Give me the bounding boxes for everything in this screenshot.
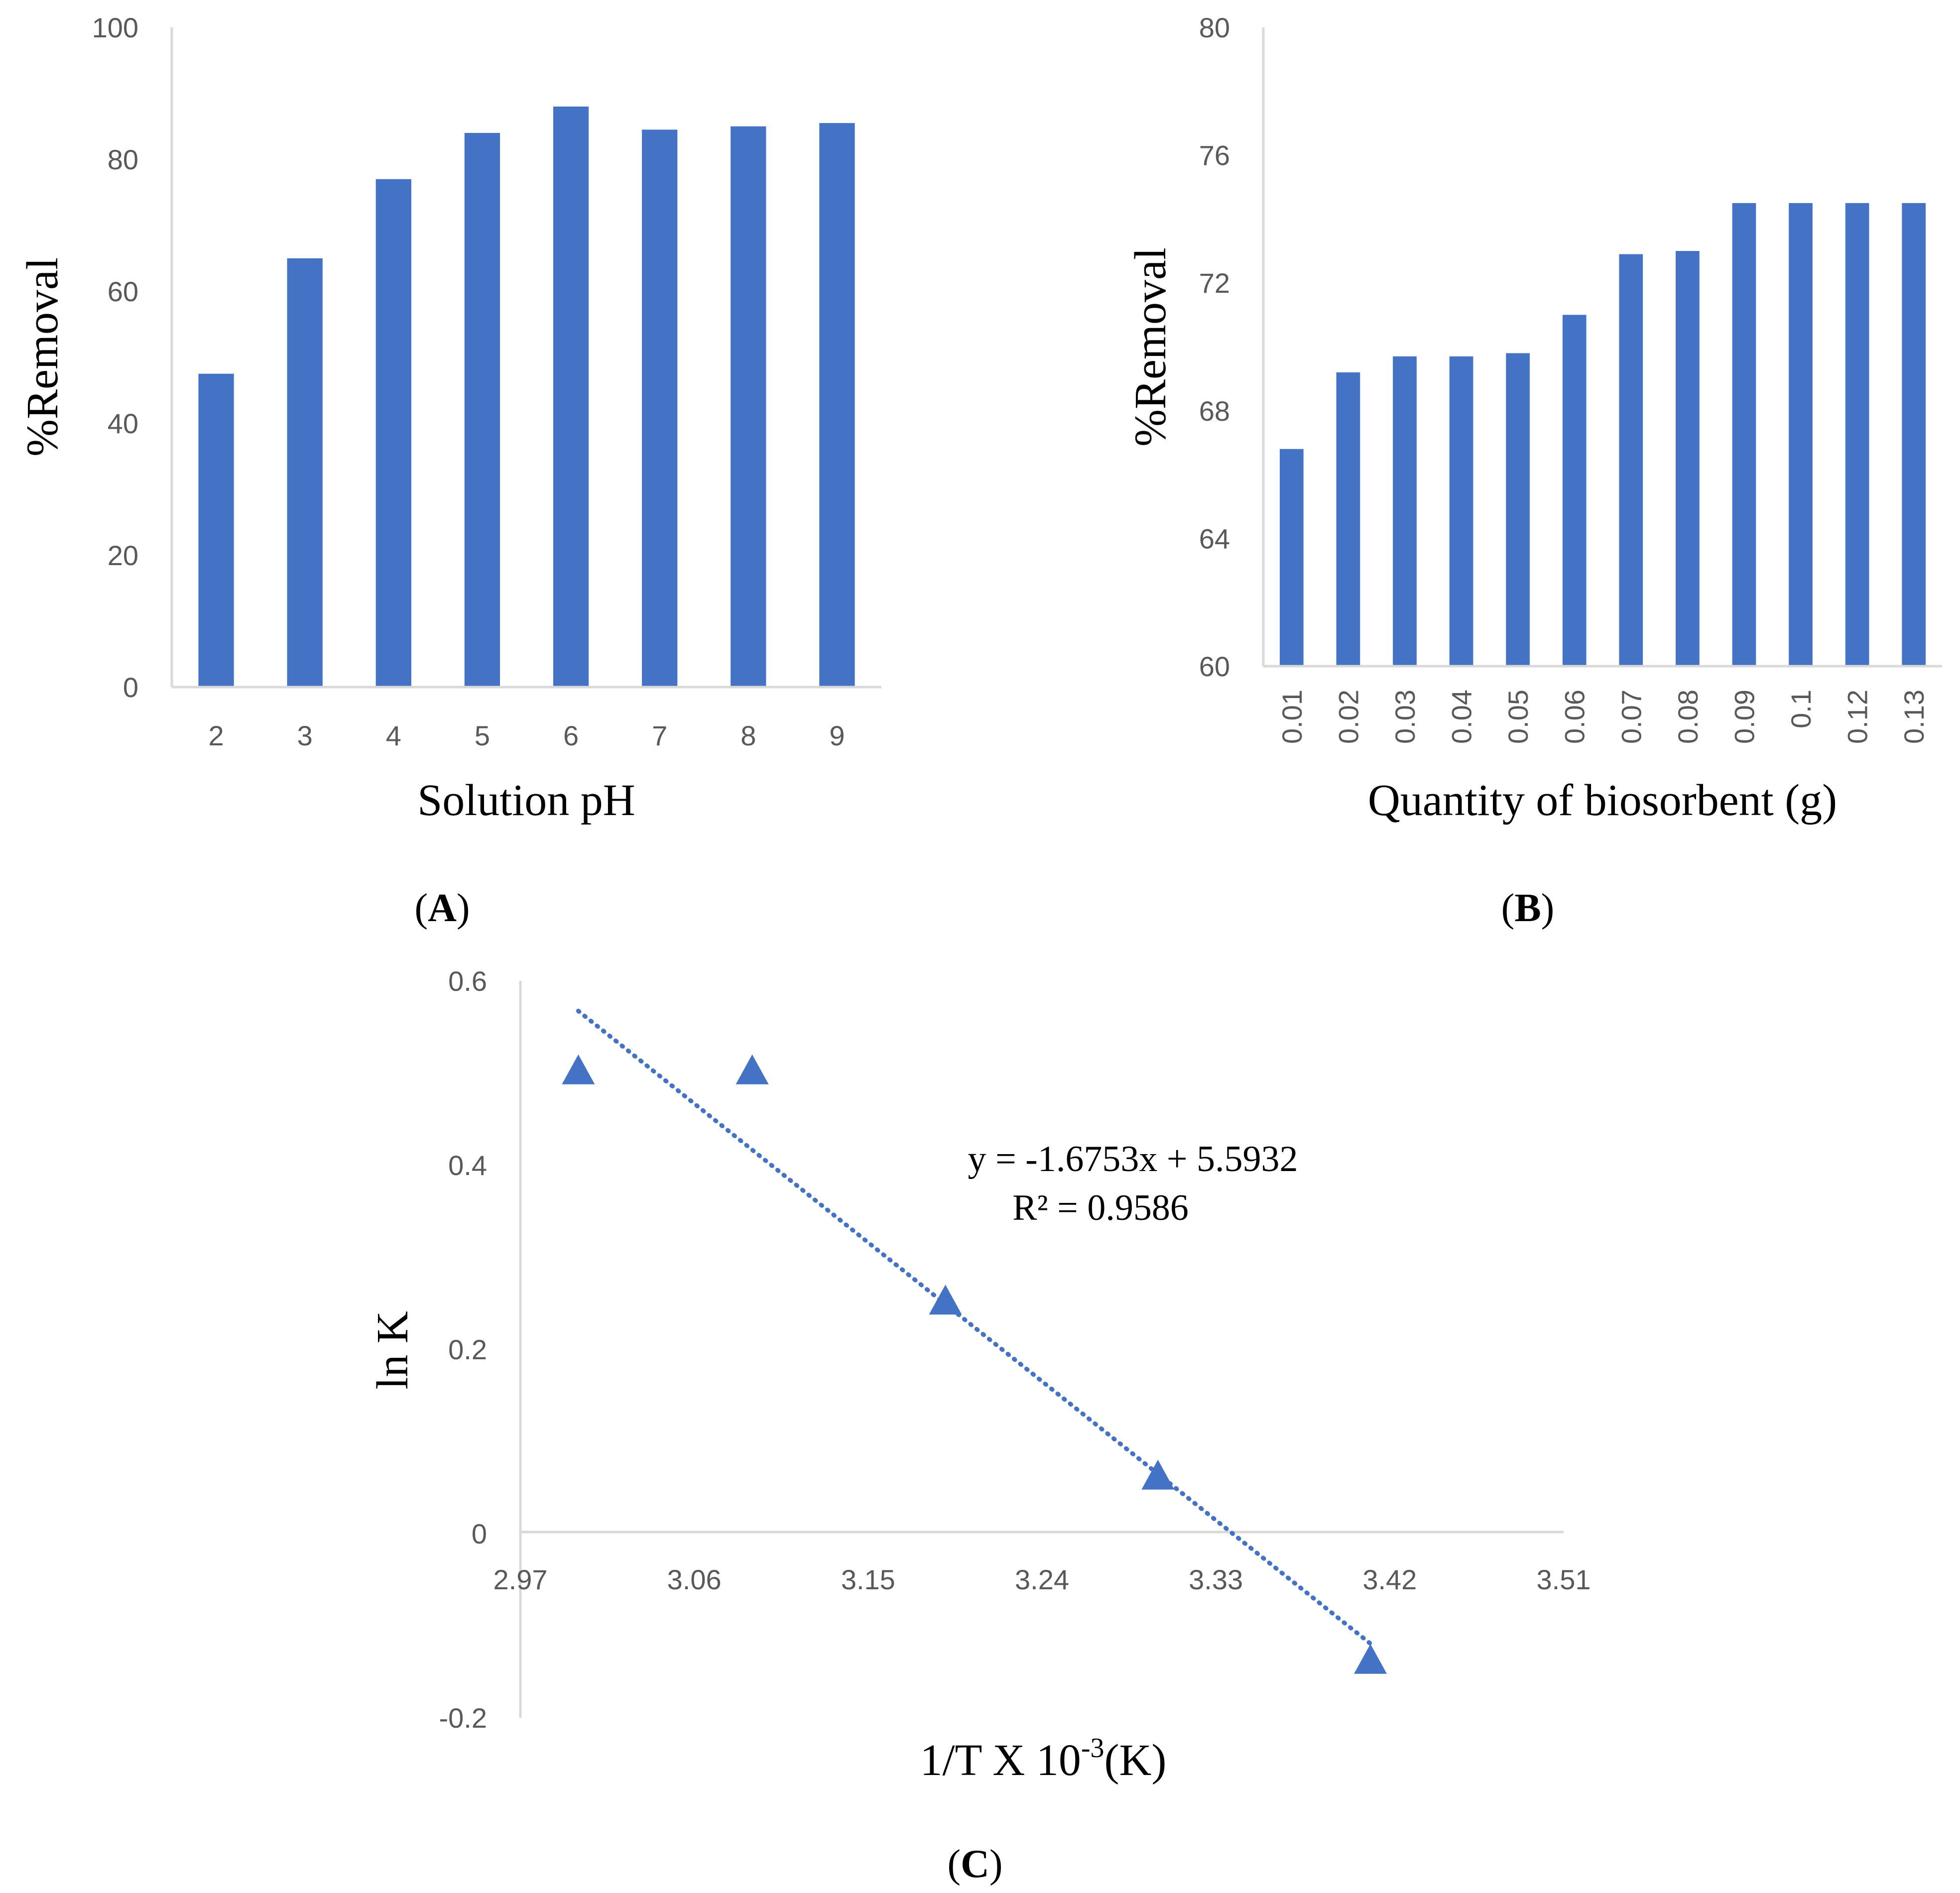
a-x-tick-4: 4 [386, 720, 401, 751]
b-bar-0.12 [1845, 203, 1869, 666]
c-y-tick-2: 0.2 [448, 1334, 487, 1365]
b-bar-0.1 [1789, 203, 1813, 666]
b-x-tick-0.13: 0.13 [1898, 690, 1930, 744]
c-y-tick-4: 0.6 [448, 965, 487, 997]
c-x-axis-title: 1/T X 10-3(K) [920, 1733, 1167, 1785]
a-bar-4 [375, 179, 411, 687]
b-x-tick-0.04: 0.04 [1446, 690, 1477, 744]
b-y-tick-0: 60 [1199, 651, 1230, 682]
c-trendline [576, 1008, 1373, 1646]
a-panel-label: (A) [414, 886, 470, 930]
c-r-squared: R² = 0.9586 [1012, 1187, 1189, 1228]
b-x-tick-0.02: 0.02 [1333, 690, 1364, 744]
panel-c: -0.2 0 0.2 0.4 0.6 2.97 3.06 3.15 3.24 3.33 3.42 3… [368, 965, 1591, 1886]
a-y-tick-2: 40 [108, 408, 138, 439]
c-y-tick-0: -0.2 [439, 1702, 488, 1734]
b-x-tick-0.05: 0.05 [1502, 690, 1534, 744]
b-bar-0.01 [1279, 449, 1304, 666]
c-x-tick-6: 3.51 [1537, 1564, 1591, 1595]
a-bar-6 [553, 107, 589, 687]
b-y-tick-4: 76 [1199, 140, 1230, 171]
c-equation: y = -1.6753x + 5.5932 [968, 1139, 1298, 1180]
b-bar-0.09 [1732, 203, 1756, 666]
b-x-tick-labels: 0.01 0.02 0.03 0.04 0.05 0.06 0.07 0.08 0.09 0.1 0… [1276, 690, 1930, 744]
b-x-tick-0.06: 0.06 [1559, 690, 1591, 744]
panel-a: 0 20 40 60 80 100 2 3 4 5 6 7 8 9 Solution pH %Remov… [18, 12, 881, 930]
c-point-4 [1354, 1644, 1387, 1674]
a-bar-5 [464, 133, 500, 687]
b-y-axis-title: %Removal [1126, 247, 1175, 447]
a-x-tick-6: 6 [563, 720, 579, 751]
a-x-tick-labels: 2 3 4 5 6 7 8 9 [208, 720, 845, 751]
c-panel-label: (C) [947, 1842, 1002, 1886]
b-x-tick-0.03: 0.03 [1389, 690, 1421, 744]
a-bars [198, 107, 855, 687]
b-bar-0.04 [1449, 356, 1473, 666]
b-x-tick-0.08: 0.08 [1672, 690, 1704, 744]
c-x-tick-0: 2.97 [493, 1564, 548, 1595]
c-point-1 [735, 1054, 769, 1084]
a-x-tick-5: 5 [475, 720, 490, 751]
c-x-tick-3: 3.24 [1015, 1564, 1069, 1595]
a-bar-7 [642, 129, 678, 687]
c-trendline-line [576, 1008, 1373, 1646]
a-bar-8 [731, 126, 766, 687]
b-y-tick-5: 80 [1199, 12, 1230, 43]
a-y-tick-0: 0 [123, 672, 138, 703]
c-point-3 [1141, 1459, 1175, 1490]
b-bar-0.06 [1562, 315, 1587, 666]
b-bar-0.13 [1902, 203, 1926, 666]
b-panel-label: (B) [1501, 886, 1555, 930]
b-x-tick-0.01: 0.01 [1276, 690, 1308, 744]
c-point-0 [562, 1054, 595, 1084]
c-y-tick-3: 0.4 [448, 1150, 487, 1181]
b-y-tick-2: 68 [1199, 395, 1230, 427]
b-y-tick-3: 72 [1199, 267, 1230, 299]
c-x-tick-1: 3.06 [667, 1564, 722, 1595]
a-y-tick-4: 80 [108, 144, 138, 175]
a-x-tick-7: 7 [652, 720, 667, 751]
b-bars [1279, 203, 1926, 667]
a-y-tick-3: 60 [108, 276, 138, 307]
c-point-2 [929, 1285, 962, 1315]
b-bar-0.05 [1506, 353, 1530, 666]
a-x-tick-8: 8 [740, 720, 756, 751]
c-y-tick-labels: -0.2 0 0.2 0.4 0.6 [439, 965, 488, 1734]
a-y-tick-5: 100 [92, 12, 138, 43]
c-x-tick-5: 3.42 [1362, 1564, 1417, 1595]
c-x-tick-labels: 2.97 3.06 3.15 3.24 3.33 3.42 3.51 [493, 1564, 1591, 1595]
a-y-axis-title: %Removal [18, 257, 67, 457]
a-x-tick-3: 3 [297, 720, 313, 751]
a-x-tick-9: 9 [829, 720, 845, 751]
a-x-tick-2: 2 [208, 720, 224, 751]
b-bar-0.02 [1336, 372, 1360, 666]
b-y-tick-1: 64 [1199, 523, 1230, 554]
b-x-axis-title: Quantity of biosorbent (g) [1368, 776, 1837, 825]
c-x-tick-2: 3.15 [841, 1564, 895, 1595]
b-x-tick-0.09: 0.09 [1728, 690, 1760, 744]
a-bar-2 [198, 373, 234, 687]
b-x-tick-0.1: 0.1 [1785, 690, 1817, 728]
c-y-axis-title: ln K [368, 1311, 417, 1390]
c-x-tick-4: 3.33 [1189, 1564, 1243, 1595]
b-x-tick-0.12: 0.12 [1842, 690, 1873, 744]
a-bar-3 [287, 258, 323, 687]
a-x-axis-title: Solution pH [417, 776, 635, 825]
b-bar-0.07 [1619, 254, 1643, 667]
a-y-tick-labels: 0 20 40 60 80 100 [92, 12, 138, 703]
c-points [562, 1054, 1387, 1674]
a-bar-9 [819, 123, 855, 687]
b-bar-0.03 [1393, 356, 1417, 666]
a-y-tick-1: 20 [108, 540, 138, 571]
b-x-tick-0.07: 0.07 [1615, 690, 1647, 744]
b-bar-0.08 [1676, 251, 1700, 666]
b-y-tick-labels: 60 64 68 72 76 80 [1199, 12, 1230, 682]
c-y-tick-1: 0 [472, 1518, 487, 1549]
